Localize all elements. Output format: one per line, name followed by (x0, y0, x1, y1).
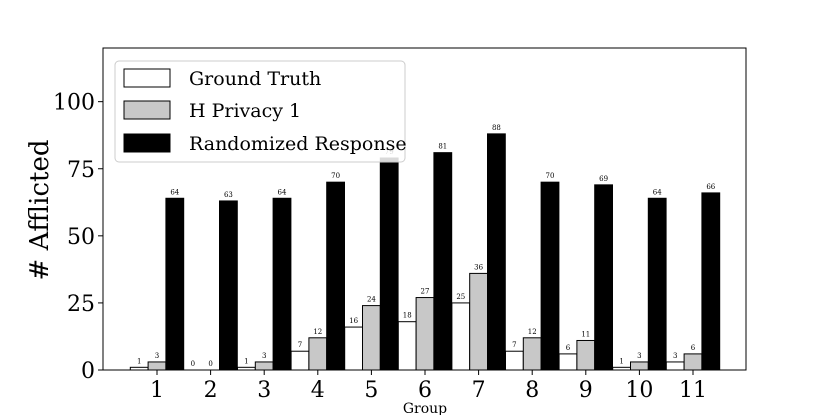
data-label-randomized-response-group-6: 81 (438, 143, 447, 151)
data-label-ground-truth-group-3: 1 (244, 357, 248, 365)
data-label-ground-truth-group-10: 1 (619, 357, 623, 365)
data-label-ground-truth-group-8: 7 (512, 341, 516, 349)
data-label-randomized-response-group-10: 64 (653, 188, 662, 196)
legend: Ground Truth H Privacy 1 Randomized Resp… (114, 60, 407, 163)
bar-h-privacy-1-group-6 (415, 297, 435, 371)
y-tick-label: 100 (53, 91, 95, 116)
x-axis: 1 2 3 4 5 6 7 8 9 10 11 (150, 370, 707, 403)
x-tick-label: 7 (472, 378, 486, 403)
bar-ground-truth-group-4 (290, 350, 310, 371)
data-label-randomized-response-group-1: 64 (170, 188, 179, 196)
data-label-ground-truth-group-9: 6 (566, 344, 571, 352)
data-label-h-privacy-1-group-5: 24 (367, 296, 376, 304)
legend-swatch-ground-truth (123, 68, 171, 88)
bar-ground-truth-group-11 (665, 361, 685, 371)
data-label-ground-truth-group-1: 1 (137, 357, 141, 365)
bar-h-privacy-1-group-10 (630, 361, 649, 371)
y-tick-label: 25 (67, 292, 95, 317)
legend-label-randomized-response: Randomized Response (189, 133, 407, 155)
bar-randomized-response-group-4 (326, 181, 346, 371)
bar-h-privacy-1-group-7 (469, 272, 489, 371)
data-label-randomized-response-group-8: 70 (546, 172, 555, 180)
data-label-ground-truth-group-4: 7 (298, 341, 302, 349)
legend-label-h-privacy: H Privacy 1 (189, 100, 301, 122)
data-label-randomized-response-group-7: 88 (492, 124, 501, 132)
data-label-h-privacy-1-group-4: 12 (313, 328, 322, 336)
bar-ground-truth-group-5 (344, 326, 364, 371)
bar-h-privacy-1-group-8 (522, 337, 542, 371)
y-axis-label: # Afflicted (25, 140, 55, 281)
data-label-randomized-response-group-4: 70 (331, 172, 340, 180)
x-axis-label: Group (403, 401, 447, 415)
x-tick-label: 3 (257, 378, 271, 403)
bar-randomized-response-group-9 (594, 184, 614, 371)
data-label-ground-truth-group-5: 16 (349, 317, 358, 325)
y-tick-label: 75 (67, 158, 95, 183)
bar-h-privacy-1-group-3 (254, 361, 274, 371)
bar-h-privacy-1-group-5 (362, 305, 381, 371)
legend-swatch-h-privacy (123, 100, 171, 120)
bar-ground-truth-group-9 (558, 353, 578, 371)
x-tick-label: 8 (525, 378, 539, 403)
bar-randomized-response-group-2 (219, 200, 238, 371)
data-label-h-privacy-1-group-2: 0 (208, 360, 212, 368)
x-tick-label: 9 (579, 378, 593, 403)
bar-randomized-response-group-3 (272, 197, 292, 371)
x-tick-label: 6 (418, 378, 432, 403)
data-label-ground-truth-group-11: 3 (673, 352, 677, 360)
bar-randomized-response-group-11 (701, 192, 721, 371)
data-label-h-privacy-1-group-8: 12 (528, 328, 537, 336)
data-label-h-privacy-1-group-1: 3 (155, 352, 159, 360)
data-label-h-privacy-1-group-11: 6 (691, 344, 696, 352)
legend-swatch-randomized-response (123, 133, 171, 153)
bar-randomized-response-group-6 (433, 152, 453, 371)
bar-randomized-response-group-1 (165, 197, 185, 371)
x-tick-label: 2 (204, 378, 218, 403)
bar-randomized-response-group-7 (487, 133, 506, 371)
data-label-randomized-response-group-3: 64 (278, 188, 287, 196)
data-label-h-privacy-1-group-3: 3 (262, 352, 266, 360)
bar-randomized-response-group-8 (540, 181, 560, 371)
data-label-ground-truth-group-6: 18 (403, 312, 412, 320)
bar-h-privacy-1-group-11 (683, 353, 703, 371)
bar-ground-truth-group-8 (505, 350, 524, 371)
legend-label-ground-truth: Ground Truth (189, 68, 321, 90)
bar-h-privacy-1-group-4 (308, 337, 328, 371)
x-tick-label: 10 (625, 378, 653, 403)
bar-randomized-response-group-10 (647, 197, 667, 371)
x-tick-label: 5 (364, 378, 378, 403)
bar-randomized-response-group-5 (379, 157, 399, 371)
x-tick-label: 11 (679, 378, 707, 403)
data-label-h-privacy-1-group-7: 36 (474, 263, 483, 271)
x-tick-label: 4 (311, 378, 325, 403)
bar-ground-truth-group-6 (397, 321, 417, 371)
data-label-h-privacy-1-group-10: 3 (637, 352, 641, 360)
data-label-h-privacy-1-group-6: 27 (421, 288, 430, 296)
data-label-randomized-response-group-11: 66 (706, 183, 715, 191)
data-label-ground-truth-group-2: 0 (191, 360, 195, 368)
y-tick-label: 50 (67, 225, 95, 250)
bar-ground-truth-group-7 (451, 302, 471, 371)
y-tick-label: 0 (81, 359, 95, 384)
data-label-randomized-response-group-2: 63 (224, 191, 233, 199)
data-label-h-privacy-1-group-9: 11 (581, 330, 590, 338)
chart-marks (129, 133, 721, 371)
x-tick-label: 1 (150, 378, 164, 403)
legend-box (114, 60, 406, 163)
bar-h-privacy-1-group-1 (147, 361, 167, 371)
data-label-ground-truth-group-7: 25 (456, 293, 465, 301)
data-label-randomized-response-group-9: 69 (599, 175, 608, 183)
bar-h-privacy-1-group-9 (576, 339, 596, 371)
y-axis: 0 25 50 75 100 (53, 91, 103, 384)
